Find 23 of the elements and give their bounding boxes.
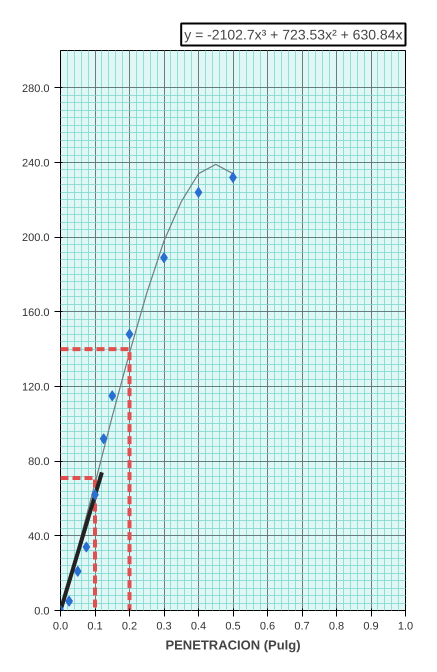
point xyxy=(108,390,116,402)
y-tick-label: 160.0 xyxy=(22,306,50,319)
y-tick-label: 280.0 xyxy=(22,82,50,95)
x-tick-label: 0.4 xyxy=(190,620,206,632)
y-tick-label: 240.0 xyxy=(22,158,50,170)
x-tick-label: 0.6 xyxy=(260,620,276,632)
point xyxy=(74,566,82,577)
x-tick-label: 1.0 xyxy=(398,620,414,632)
x-tick-label: 0.0 xyxy=(52,620,68,632)
x-tick-label: 0.8 xyxy=(328,620,344,632)
y-tick-label: 120.0 xyxy=(22,382,50,394)
y-tick-label: 0.0 xyxy=(34,606,50,618)
x-tick-label: 0.3 xyxy=(156,620,172,632)
x-axis-title: PENETRACION (Pulg) xyxy=(165,638,301,652)
x-tick-label: 0.2 xyxy=(122,620,138,632)
x-tick-label: 0.9 xyxy=(363,620,379,632)
text: y = -2102.7x³ + 723.53x² + 630.84x xyxy=(184,26,402,42)
y-tick-label: 40.0 xyxy=(28,530,50,543)
y-tick-label: 200.0 xyxy=(22,232,50,244)
x-tick-label: 0.5 xyxy=(225,620,241,632)
x-tick-label: 0.7 xyxy=(294,620,310,632)
y-tick-label: 80.0 xyxy=(28,456,50,468)
x-tick-label: 0.1 xyxy=(87,620,103,632)
